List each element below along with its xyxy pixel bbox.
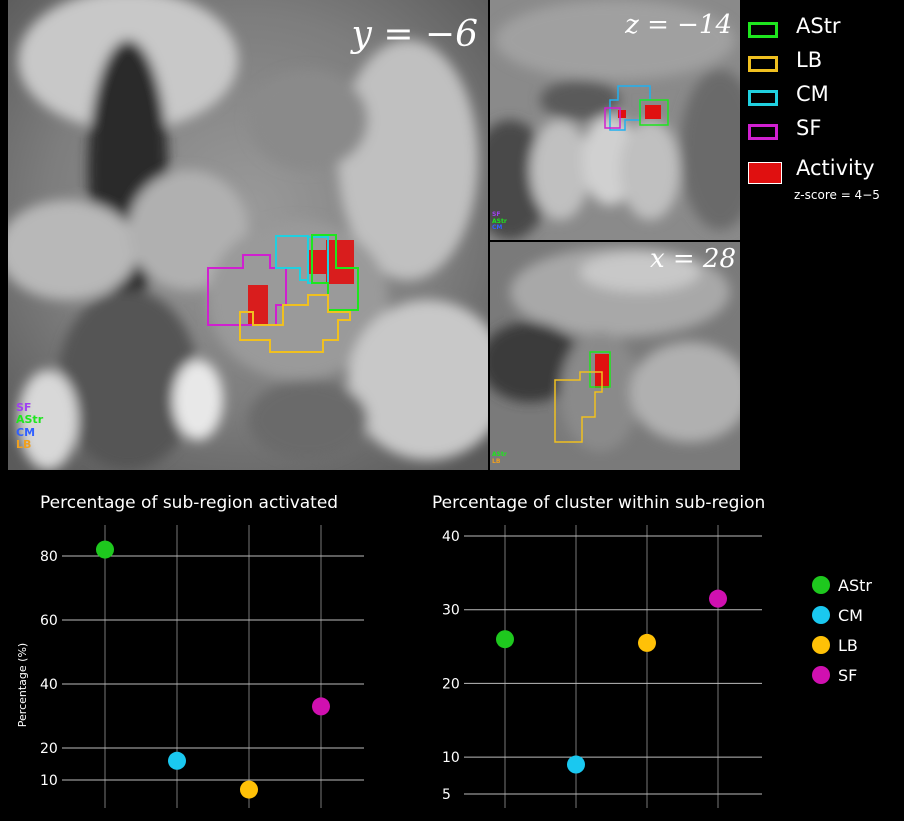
chart2-grid (464, 525, 762, 808)
axial-mini-legend-cm: CM (492, 224, 503, 232)
coronal-slice-label: y = −6 (351, 14, 478, 55)
chart2-legend-marker-sf (812, 666, 830, 684)
sagittal-slice-panel: x = 28 AStr LB (490, 242, 740, 470)
chart1-ytick-label: 40 (40, 677, 58, 693)
chart-subregion-activated: Percentage of sub-region activated Perce… (16, 493, 364, 808)
chart1-yticks: 10 20 40 60 80 (40, 549, 58, 789)
chart2-legend-marker-astr (812, 576, 830, 594)
chart1-title: Percentage of sub-region activated (40, 493, 338, 513)
axial-activity (618, 105, 661, 119)
axial-mini-legend: SF AStr CM (492, 211, 507, 232)
chart2-yticks: 5 10 20 30 40 (442, 529, 460, 803)
legend-swatch-astr (748, 22, 778, 38)
axial-mini-legend-sf: SF (492, 211, 501, 218)
chart1-ytick-label: 60 (40, 613, 58, 629)
axial-slice-panel: z = −14 SF AStr CM (490, 0, 740, 240)
legend-label-cm: CM (796, 82, 829, 106)
sagittal-slice-label: x = 28 (649, 244, 736, 274)
legend-swatch-lb (748, 56, 778, 72)
chart1-point-lb (240, 780, 258, 799)
legend-label-activity: Activity (796, 156, 875, 180)
sagittal-slice-image (490, 242, 740, 470)
chart1-ytick-label: 80 (40, 549, 58, 565)
axial-slice-label: z = −14 (625, 10, 732, 40)
coronal-slice-image (8, 0, 488, 470)
mini-legend-lb: LB (16, 437, 32, 451)
chart2-ytick-label: 30 (442, 603, 460, 619)
legend-swatch-activity (748, 162, 782, 184)
sagittal-mini-legend: AStr LB (492, 451, 507, 465)
sagittal-subregion-outlines (554, 351, 611, 443)
chart2-ytick-label: 40 (442, 529, 460, 545)
chart2-point-sf (709, 589, 727, 608)
coronal-mini-legend: SF AStr CM LB (16, 401, 44, 451)
sagittal-activity (595, 354, 609, 388)
sagittal-mini-legend-astr: AStr (492, 451, 507, 458)
chart2-point-cm (567, 755, 585, 774)
mini-legend-cm: CM (16, 425, 36, 439)
chart2-ytick-label: 20 (442, 676, 460, 692)
chart2-legend-label-lb: LB (838, 636, 858, 655)
chart2-legend-label-astr: AStr (838, 576, 872, 595)
chart2-legend-marker-lb (812, 636, 830, 654)
chart2-ytick-label: 10 (442, 750, 460, 766)
chart2-point-astr (496, 630, 514, 649)
chart2-point-lb (638, 633, 656, 652)
chart2-legend-label-cm: CM (838, 606, 863, 625)
chart1-grid (62, 525, 364, 808)
chart-cluster-within-subregion: Percentage of cluster within sub-region … (432, 493, 872, 808)
chart2-title: Percentage of cluster within sub-region (432, 493, 765, 513)
axial-slice-image (490, 0, 740, 240)
axial-mini-legend-astr: AStr (492, 217, 507, 225)
chart1-point-cm (168, 751, 186, 770)
axial-subregion-outlines (604, 85, 669, 131)
legend-swatch-cm (748, 90, 778, 106)
chart1-ytick-label: 10 (40, 773, 58, 789)
legend-label-astr: AStr (796, 14, 841, 38)
chart2-points (496, 589, 727, 774)
chart1-ylabel: Percentage (%) (16, 643, 29, 727)
chart2-legend: AStr CM LB SF (812, 576, 872, 685)
chart1-point-astr (96, 540, 114, 559)
mini-legend-sf: SF (16, 401, 32, 414)
chart1-ytick-label: 20 (40, 741, 58, 757)
chart2-legend-marker-cm (812, 606, 830, 624)
chart2-legend-label-sf: SF (838, 666, 857, 685)
legend-label-sf: SF (796, 116, 822, 140)
chart1-points (96, 540, 330, 799)
legend-swatch-sf (748, 124, 778, 140)
legend-zscore-range: z-score = 4−5 (794, 188, 880, 202)
coronal-slice-panel: y = −6 SF AStr CM LB (8, 0, 488, 470)
legend-label-lb: LB (796, 48, 823, 72)
coronal-subregion-outlines (207, 234, 359, 353)
chart2-ytick-label: 5 (442, 787, 451, 803)
chart1-point-sf (312, 697, 330, 716)
sagittal-mini-legend-lb: LB (492, 457, 501, 465)
mini-legend-astr: AStr (16, 413, 44, 427)
